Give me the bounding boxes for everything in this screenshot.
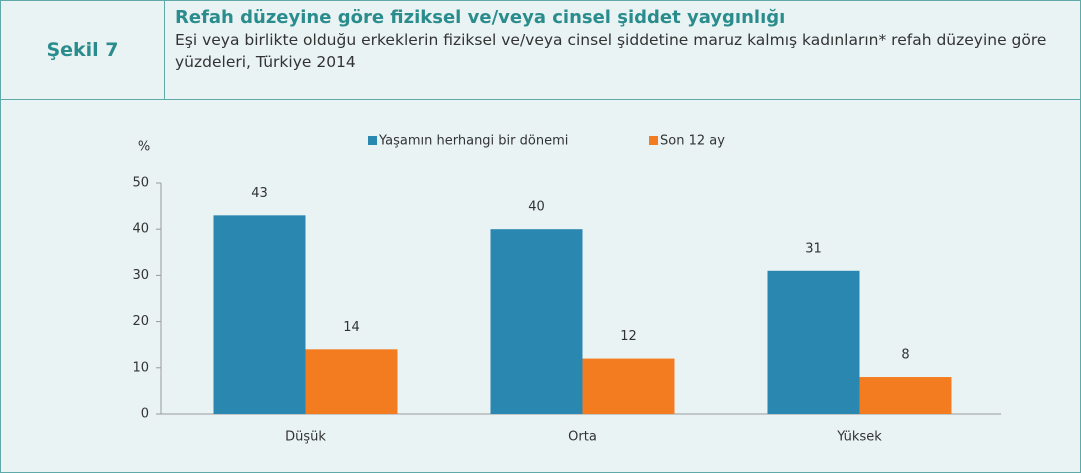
value-label: 12 [620, 329, 637, 344]
value-label: 14 [343, 320, 360, 335]
legend-label: Yaşamın herhangi bir dönemi [378, 134, 568, 149]
value-label: 43 [251, 186, 268, 201]
bar [582, 358, 675, 414]
bar [305, 349, 398, 414]
chart-subtitle: Eşi veya birlikte olduğu erkeklerin fizi… [175, 31, 1047, 71]
x-tick-label: Yüksek [836, 430, 882, 445]
bar [767, 270, 860, 414]
legend-swatch [368, 136, 377, 145]
y-tick-label: 0 [141, 407, 149, 422]
y-tick-label: 20 [132, 314, 149, 329]
bar [490, 229, 583, 414]
bar [859, 377, 952, 414]
y-axis-label: % [138, 140, 150, 155]
titles: Refah düzeyine göre fiziksel ve/veya cin… [175, 7, 1065, 73]
value-label: 40 [528, 200, 545, 215]
x-tick-label: Orta [568, 430, 597, 445]
value-label: 31 [805, 241, 822, 256]
header: Şekil 7 Refah düzeyine göre fiziksel ve/… [1, 1, 1080, 100]
legend-swatch [649, 136, 658, 145]
figure-label: Şekil 7 [1, 1, 165, 99]
bar [213, 215, 306, 414]
y-tick-label: 10 [132, 360, 149, 375]
x-tick-label: Düşük [285, 430, 326, 445]
chart-title: Refah düzeyine göre fiziksel ve/veya cin… [175, 7, 786, 28]
value-label: 8 [901, 348, 909, 363]
y-tick-label: 40 [132, 222, 149, 237]
y-tick-label: 50 [132, 176, 149, 191]
legend-label: Son 12 ay [660, 134, 725, 149]
y-tick-label: 30 [132, 268, 149, 283]
